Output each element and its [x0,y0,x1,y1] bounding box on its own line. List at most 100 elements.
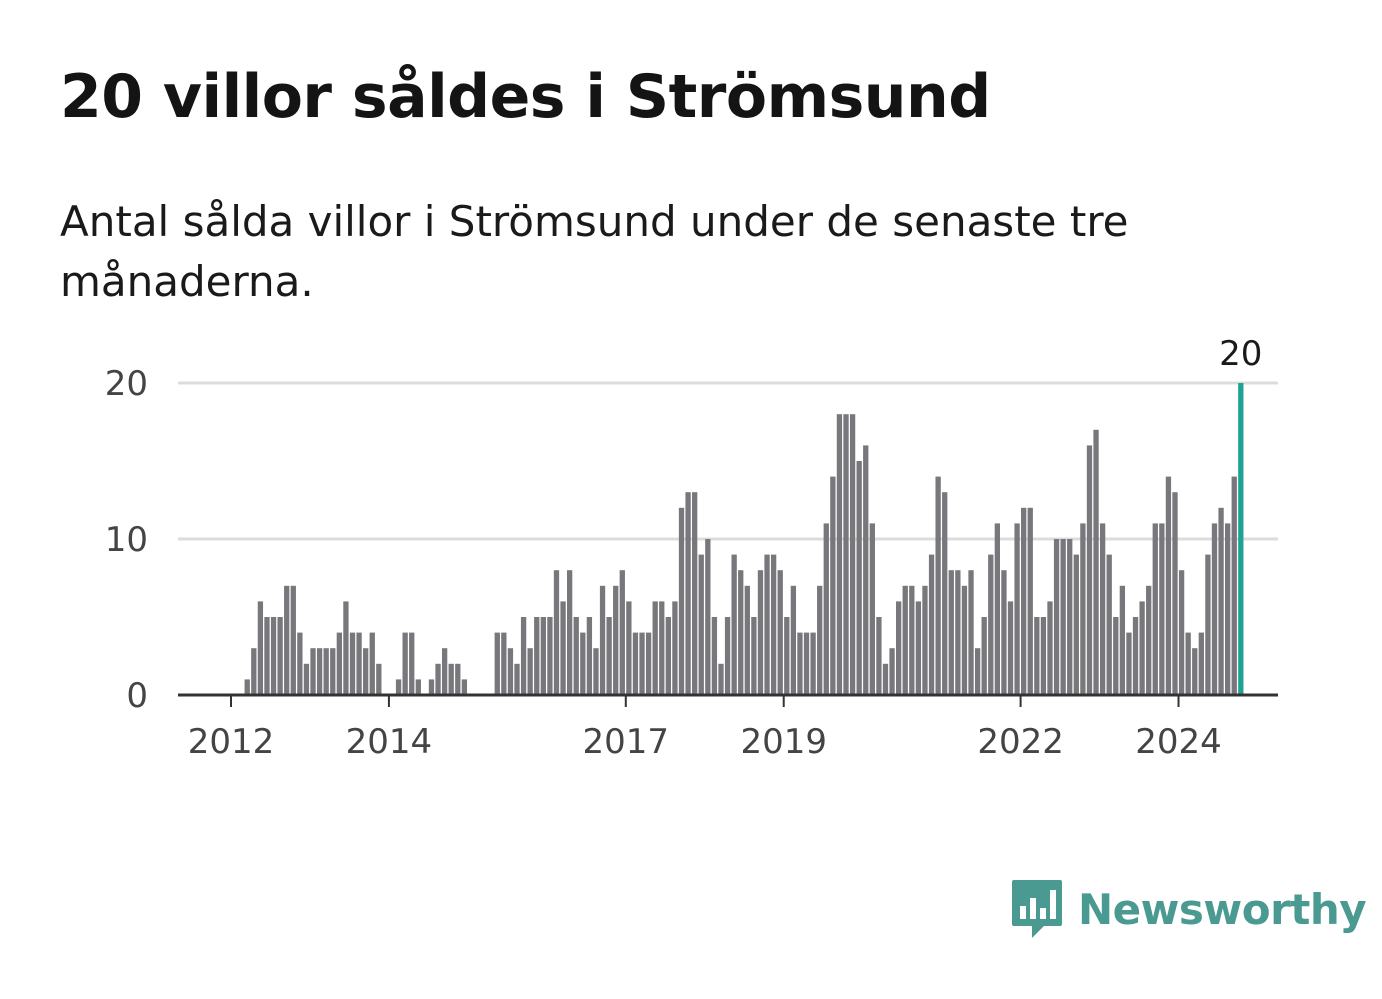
bar [1106,554,1112,695]
bar [409,632,415,695]
bar [1192,648,1198,695]
bar [863,445,869,695]
bar [363,648,369,695]
bar [915,601,922,695]
bar [1073,554,1079,695]
bar [994,523,1000,695]
x-tick-label: 2024 [1135,722,1222,762]
bar [849,414,856,695]
bar [270,617,277,695]
bar [1040,617,1047,695]
bar [896,601,902,695]
bar [244,679,250,695]
bar [580,632,586,695]
bar [303,663,310,695]
bar [277,617,283,695]
bar [316,648,323,695]
bar [823,523,829,695]
bar [652,601,658,695]
bar [626,601,632,695]
bar [1178,570,1185,695]
bar [889,648,895,695]
bar [705,539,711,695]
bar [1159,523,1165,695]
bar [586,617,593,695]
bar [336,632,342,695]
bar [1185,632,1191,695]
bar [284,585,290,695]
bar [876,617,882,695]
bar [376,663,382,695]
bar [672,601,678,695]
highlight-value-label: 20 [1219,334,1262,374]
bar [1080,523,1086,695]
bar [869,523,875,695]
bar [744,585,750,695]
bar [1027,507,1033,695]
bar [448,663,454,695]
bar [520,617,527,695]
bar [718,663,724,695]
bar [435,663,441,695]
bar [1165,476,1172,695]
bar-highlight [1238,383,1244,695]
bar [955,570,961,695]
y-tick-label: 20 [105,364,148,404]
bar [659,601,665,695]
bar [764,554,770,695]
bar-chart-speech-bubble-icon [1012,880,1062,938]
bar [731,554,737,695]
bar [777,570,783,695]
bar [632,632,639,695]
bar [784,617,790,695]
bar [540,617,546,695]
bar [882,663,889,695]
bar [330,648,336,695]
x-tick-label: 2017 [583,722,670,762]
x-tick-label: 2012 [188,722,275,762]
axes: 0 10 20 20 2012 2014 2017 2019 2022 2024 [105,334,1278,762]
bar [356,632,362,695]
x-tick-label: 2014 [346,722,433,762]
bar [415,679,421,695]
brand-name: Newsworthy [1078,884,1367,934]
bar [1067,539,1073,695]
bar [349,632,356,695]
bar [902,585,908,695]
bar [264,617,270,695]
bar [1113,617,1119,695]
bar [619,570,625,695]
bar [1172,492,1178,695]
bar [790,585,797,695]
bar [369,632,375,695]
bar [1146,585,1152,695]
bar [343,601,349,695]
bar [757,570,764,695]
y-tick-label: 10 [105,520,148,560]
bar [770,554,777,695]
bar [830,476,836,695]
bar [738,570,744,695]
bar [1218,507,1224,695]
bar [1211,523,1218,695]
bar [751,617,757,695]
bar [560,601,566,695]
bar [1099,523,1106,695]
bar [981,617,987,695]
bar [974,648,981,695]
bar-chart: 0 10 20 20 2012 2014 2017 2019 2022 2024 [105,334,1278,762]
bar [692,492,698,695]
bar [1021,507,1027,695]
bar [856,461,862,695]
bar [461,679,468,695]
y-tick-label: 0 [126,676,148,716]
bar [567,570,573,695]
bar [455,663,461,695]
bar [514,663,520,695]
bar [1001,570,1007,695]
bar [942,492,948,695]
bar [935,476,941,695]
bar [961,585,968,695]
bar [527,648,533,695]
bar [501,632,507,695]
